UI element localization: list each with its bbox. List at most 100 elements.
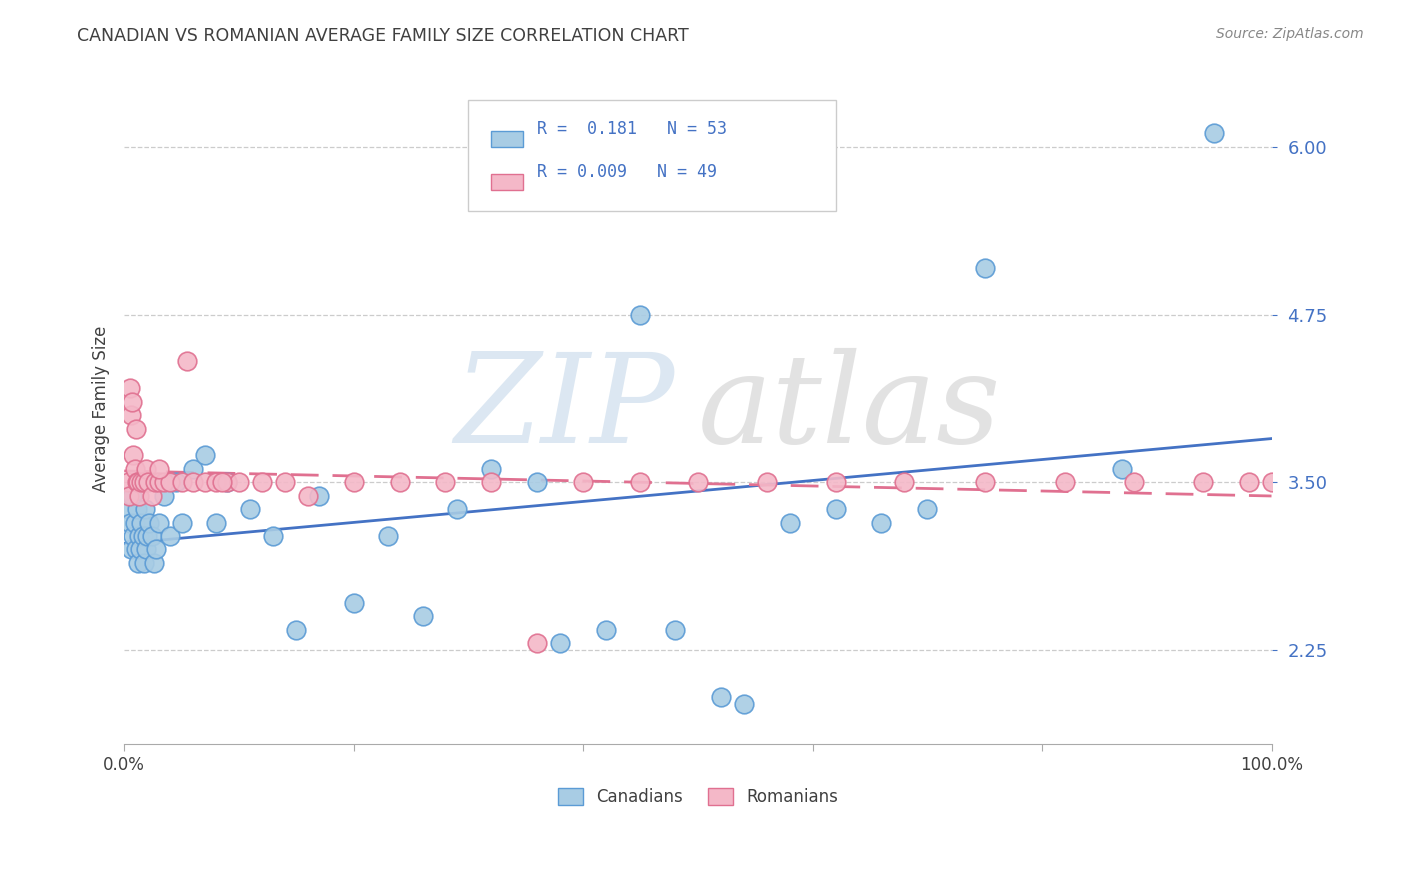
Text: R =  0.181   N = 53: R = 0.181 N = 53 (537, 120, 727, 137)
Point (973, 260, 995, 275)
Text: atlas: atlas (697, 348, 1001, 469)
Legend: Canadians, Romanians: Canadians, Romanians (551, 781, 845, 813)
Point (1237, 475, 1260, 490)
Point (170, 475, 193, 490)
Point (136, 475, 159, 490)
Point (377, 529, 399, 543)
Point (446, 502, 468, 516)
Point (148, 462, 170, 476)
Point (870, 516, 893, 530)
Point (129, 542, 152, 557)
Point (117, 502, 139, 516)
Point (733, 697, 755, 711)
Point (1053, 475, 1076, 490)
Point (120, 542, 142, 557)
Point (118, 381, 141, 395)
Point (128, 489, 150, 503)
Point (125, 475, 148, 490)
Point (479, 462, 502, 476)
Point (755, 475, 778, 490)
Point (1111, 462, 1133, 476)
Point (118, 489, 141, 503)
Point (686, 475, 709, 490)
Point (343, 475, 366, 490)
Point (526, 636, 548, 650)
Text: CANADIAN VS ROMANIAN AVERAGE FAMILY SIZE CORRELATION CHART: CANADIAN VS ROMANIAN AVERAGE FAMILY SIZE… (77, 27, 689, 45)
Point (250, 475, 273, 490)
Point (973, 475, 995, 490)
Point (388, 475, 411, 490)
Point (122, 529, 145, 543)
Point (193, 475, 215, 490)
Point (412, 609, 434, 624)
Point (118, 516, 141, 530)
Point (1260, 475, 1282, 490)
Point (165, 475, 187, 490)
Point (630, 475, 652, 490)
Point (181, 475, 204, 490)
Point (205, 475, 228, 490)
Point (135, 462, 157, 476)
Text: ZIP: ZIP (454, 348, 675, 469)
Point (548, 636, 571, 650)
Point (205, 516, 228, 530)
Point (297, 489, 319, 503)
Point (217, 475, 239, 490)
Point (343, 596, 366, 610)
Point (132, 556, 155, 570)
Point (170, 516, 193, 530)
Point (1204, 127, 1226, 141)
Point (132, 475, 155, 490)
Point (143, 556, 166, 570)
Point (274, 475, 297, 490)
Bar (491, 175, 523, 190)
Text: R = 0.009   N = 49: R = 0.009 N = 49 (537, 163, 717, 181)
Point (1122, 475, 1144, 490)
Point (153, 489, 176, 503)
Point (824, 475, 846, 490)
Point (125, 542, 148, 557)
Point (159, 529, 181, 543)
Point (141, 529, 163, 543)
Point (228, 475, 250, 490)
Point (122, 449, 145, 463)
Point (181, 462, 204, 476)
Point (124, 462, 146, 476)
Point (308, 489, 330, 503)
Point (135, 542, 157, 557)
FancyBboxPatch shape (468, 100, 835, 211)
Point (121, 489, 143, 503)
Text: Source: ZipAtlas.com: Source: ZipAtlas.com (1216, 27, 1364, 41)
Point (824, 502, 846, 516)
Point (148, 475, 170, 490)
Point (143, 475, 166, 490)
Point (193, 449, 215, 463)
Point (239, 502, 262, 516)
Point (145, 542, 167, 557)
Point (125, 502, 148, 516)
Y-axis label: Average Family Size: Average Family Size (93, 326, 110, 491)
Point (572, 475, 595, 490)
Point (526, 475, 548, 490)
Point (141, 489, 163, 503)
Point (262, 529, 284, 543)
Point (124, 516, 146, 530)
Point (131, 529, 153, 543)
Point (779, 516, 801, 530)
Point (479, 475, 502, 490)
Point (217, 475, 239, 490)
Point (121, 394, 143, 409)
Point (131, 516, 153, 530)
Point (125, 421, 148, 435)
Point (211, 475, 233, 490)
Point (630, 308, 652, 322)
Point (127, 475, 149, 490)
Point (153, 475, 176, 490)
Point (434, 475, 457, 490)
Point (136, 529, 159, 543)
Point (917, 502, 939, 516)
Point (893, 475, 915, 490)
Point (664, 623, 686, 637)
Point (285, 623, 308, 637)
Point (159, 475, 181, 490)
